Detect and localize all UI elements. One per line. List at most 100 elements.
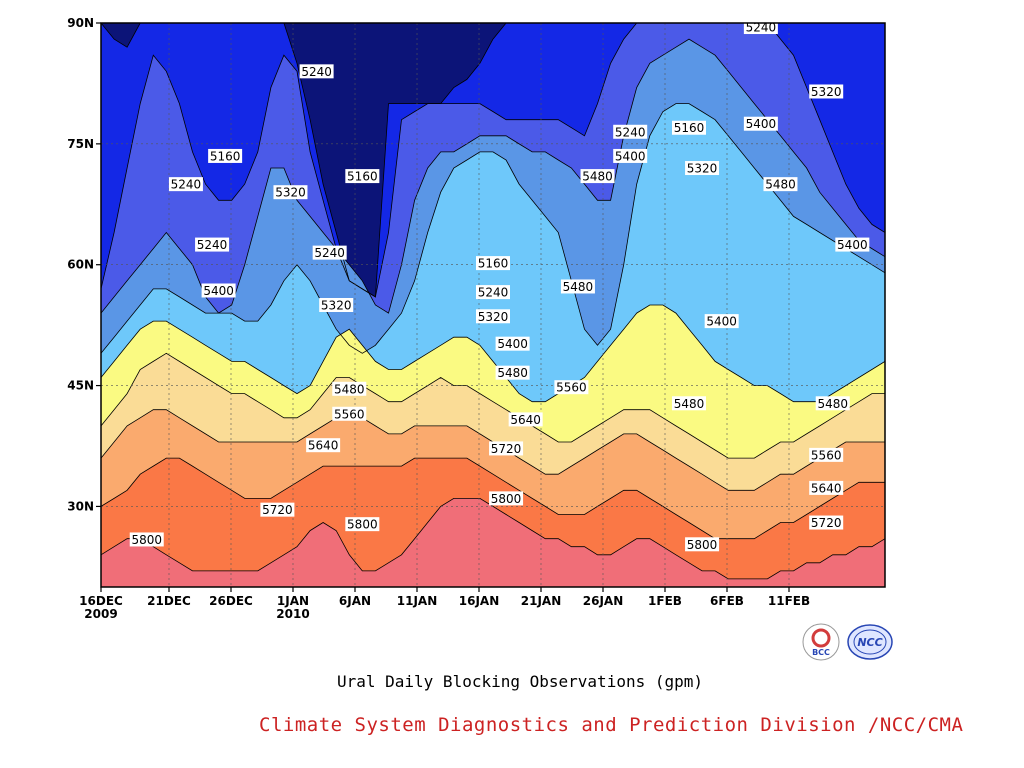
svg-text:5320: 5320 [275,186,306,200]
fill-band-5800 [101,498,885,587]
x-tick-label: 1FEB [648,594,682,608]
svg-text:5480: 5480 [582,170,613,184]
contour-line-5480 [101,304,885,403]
contour-label-5400: 5400 [613,148,648,163]
x-tick-label: 1JAN [277,594,309,608]
x-tick-label: 6JAN [339,594,371,608]
contour-label-5240: 5240 [743,20,778,35]
contour-label-5720: 5720 [489,441,524,456]
svg-text:5720: 5720 [491,442,522,456]
svg-text:5720: 5720 [262,503,293,517]
contour-label-5240: 5240 [476,285,510,300]
contour-label-5160: 5160 [672,120,706,135]
svg-text:NCC: NCC [857,636,882,649]
contour-label-5160: 5160 [208,148,243,163]
svg-text:5240: 5240 [171,178,202,192]
contour-label-5240: 5240 [195,237,230,252]
svg-text:5320: 5320 [811,85,842,99]
contour-label-5240: 5240 [168,177,203,192]
contour-label-5480: 5480 [580,169,615,184]
svg-text:5800: 5800 [347,518,378,532]
svg-text:5800: 5800 [687,538,718,552]
x-tick-label: 26DEC [209,594,253,608]
svg-text:5240: 5240 [301,65,332,79]
svg-text:5480: 5480 [674,397,705,411]
svg-text:5240: 5240 [746,21,777,35]
svg-text:5720: 5720 [811,516,842,530]
contour-label-5480: 5480 [332,381,367,396]
contour-label-5400: 5400 [743,116,778,131]
svg-text:5640: 5640 [510,413,541,427]
svg-text:5160: 5160 [210,149,241,163]
y-tick-label: 90N [67,16,94,30]
svg-text:5400: 5400 [706,315,737,329]
svg-text:5560: 5560 [556,381,587,395]
x-tick-label: 21DEC [147,594,191,608]
svg-text:5480: 5480 [497,366,528,380]
contour-label-5320: 5320 [809,84,844,99]
contour-lines [101,23,885,580]
svg-text:5400: 5400 [497,337,528,351]
x-tick-label: 26JAN [583,594,624,608]
svg-text:5320: 5320 [321,299,352,313]
plot-frame [100,22,886,588]
contour-label-5560: 5560 [809,447,844,462]
bcc-logo: BCC [802,623,840,661]
contour-label-5480: 5480 [495,365,530,380]
x-tick-label: 21JAN [521,594,562,608]
svg-text:5640: 5640 [308,439,339,453]
contour-label-5320: 5320 [319,298,354,313]
contour-label-5560: 5560 [332,406,367,421]
contour-label-5640: 5640 [306,438,341,453]
contour-label-5720: 5720 [260,502,295,517]
svg-text:BCC: BCC [812,648,830,657]
svg-text:5480: 5480 [563,280,594,294]
x-tick-label: 11FEB [768,594,810,608]
credit-line: Climate System Diagnostics and Predictio… [259,714,964,736]
svg-text:5480: 5480 [765,178,796,192]
svg-text:5320: 5320 [478,310,509,324]
y-tick-label: 60N [67,258,94,272]
contour-label-5400: 5400 [835,237,870,252]
contour-label-5800: 5800 [345,517,380,532]
grid-lines [101,23,885,587]
contour-label-5480: 5480 [763,177,798,192]
contour-label-5320: 5320 [685,161,720,176]
x-tick-label: 16JAN [459,594,500,608]
contour-label-5160: 5160 [476,256,510,271]
x-tick-label: 16DEC [79,594,123,608]
contour-label-5400: 5400 [495,336,530,351]
svg-text:5160: 5160 [478,257,509,271]
x-tick-label-year: 2009 [84,607,117,621]
contour-line-5320 [101,38,885,314]
contour-label-5240: 5240 [312,245,347,260]
contour-label-5320: 5320 [273,185,308,200]
ncc-logo: NCC [847,624,893,660]
svg-text:5480: 5480 [334,382,365,396]
svg-text:5560: 5560 [334,407,365,421]
contour-label-5480: 5480 [560,279,595,294]
contour-labels: 5240 5320 5400 5240 5240 5160 5160 5400 5320 5240… [129,20,870,552]
contour-label-5800: 5800 [685,537,720,552]
contour-label-5800: 5800 [489,491,524,506]
svg-text:5800: 5800 [491,492,522,506]
contour-line-5400 [101,103,885,354]
contour-label-5240: 5240 [299,64,334,79]
svg-text:5640: 5640 [811,481,842,495]
y-tick-label: 45N [67,379,94,393]
contour-line-5720 [101,457,885,540]
svg-text:5240: 5240 [314,246,345,260]
x-tick-label: 6FEB [710,594,744,608]
svg-text:5400: 5400 [203,284,234,298]
svg-text:5400: 5400 [615,149,646,163]
y-tick-label: 75N [67,137,94,151]
svg-text:5240: 5240 [197,238,228,252]
contour-label-5480: 5480 [672,396,706,411]
svg-text:5160: 5160 [674,121,705,135]
contour-label-5320: 5320 [476,309,510,324]
y-tick-label: 30N [67,499,94,513]
contour-label-5800: 5800 [129,532,164,547]
contour-label-5160: 5160 [345,169,380,184]
contour-line-5160 [101,23,885,298]
